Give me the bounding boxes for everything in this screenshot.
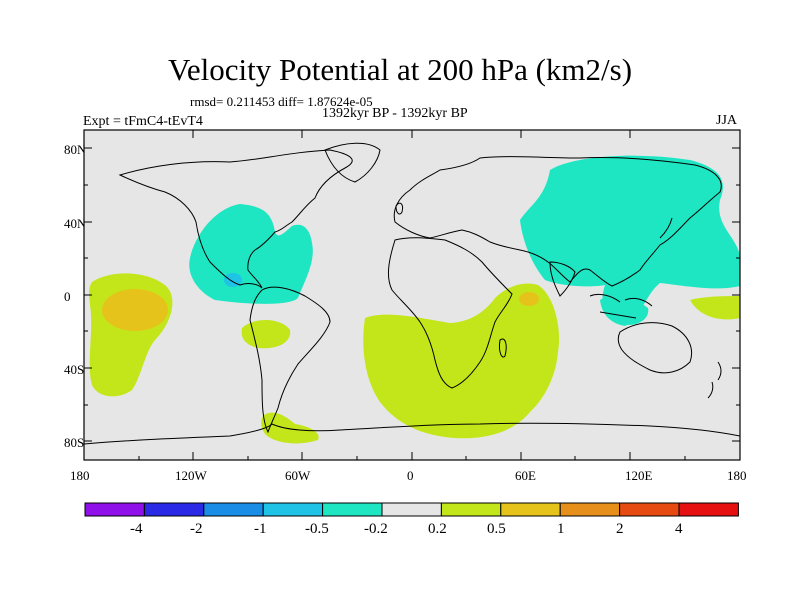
lon-label-180e: 180 [727, 468, 747, 483]
stats-label: rmsd= 0.211453 diff= 1.87624e-05 [190, 94, 373, 109]
colorbar [84, 502, 739, 517]
lon-label-180w: 180 [70, 468, 90, 483]
lat-label-40s: 40S [64, 362, 85, 377]
colorbar-box [500, 502, 561, 517]
lat-label-40n: 40N [64, 216, 87, 231]
coast-japan [659, 217, 673, 239]
experiment-label: Expt = tFmC4-tEvT4 [83, 114, 203, 129]
lat-label-80n: 80N [64, 142, 87, 157]
contour-neg-pacific [600, 296, 649, 325]
colorbar-box [262, 502, 324, 517]
contour-neg-asia [520, 155, 740, 326]
map-title: Velocity Potential at 200 hPa (km2/s) [167, 52, 633, 87]
contour-pos-southamerica [241, 319, 291, 349]
colorbar-box [381, 502, 442, 517]
colorbar-label: 2 [616, 521, 624, 537]
coast-australia [617, 322, 693, 374]
coastlines [83, 142, 741, 445]
coast-eurasia [393, 156, 722, 287]
lat-label-80s: 80S [64, 435, 85, 450]
colorbar-label: -1 [254, 521, 267, 537]
lon-label-60w: 60W [285, 468, 311, 483]
period-label: 1392kyr BP - 1392kyr BP [322, 106, 468, 121]
contour-pos-eastpacific [690, 296, 740, 320]
coast-indonesia [589, 293, 653, 319]
coast-africa [387, 237, 513, 389]
lon-label-120w: 120W [175, 468, 207, 483]
colorbar-label: -2 [190, 521, 203, 537]
colorbar-box [84, 502, 145, 517]
contour-pos-core [102, 289, 168, 331]
lat-label-eq: 0 [64, 289, 71, 304]
colorbar-label: 4 [675, 521, 683, 537]
colorbar-label: 1 [557, 521, 565, 537]
contour-pos-antarctic [261, 412, 319, 444]
colorbar-label: -0.2 [364, 521, 388, 537]
lon-label-60e: 60E [515, 468, 536, 483]
lon-label-120e: 120E [625, 468, 653, 483]
colorbar-label: -4 [130, 521, 143, 537]
coast-newzealand [707, 361, 722, 399]
contour-neg-core [224, 273, 242, 287]
contour-pos-core-africa [519, 292, 539, 306]
colorbar-box [559, 502, 621, 517]
colorbar-label: 0.5 [487, 521, 506, 537]
coast-india [549, 261, 576, 297]
coast-madagascar [499, 338, 507, 358]
coast-antarctica [83, 422, 741, 445]
lon-ticks [138, 130, 686, 460]
season-label: JJA [716, 113, 738, 128]
contour-pos-africa [363, 283, 560, 439]
coast-north-america [118, 149, 353, 289]
colorbar-label: -0.5 [305, 521, 329, 537]
colorbar-box [619, 502, 680, 517]
colorbar-box [440, 502, 502, 517]
coast-britain [395, 202, 403, 215]
colorbar-box [322, 502, 383, 517]
colorbar-box [203, 502, 264, 517]
colorbar-label: 0.2 [428, 521, 447, 537]
colorbar-box [678, 502, 739, 517]
lat-ticks [84, 147, 740, 442]
coast-south-america [249, 286, 331, 434]
coast-greenland [324, 142, 381, 183]
colorbar-box [143, 502, 205, 517]
lon-label-0: 0 [407, 468, 414, 483]
